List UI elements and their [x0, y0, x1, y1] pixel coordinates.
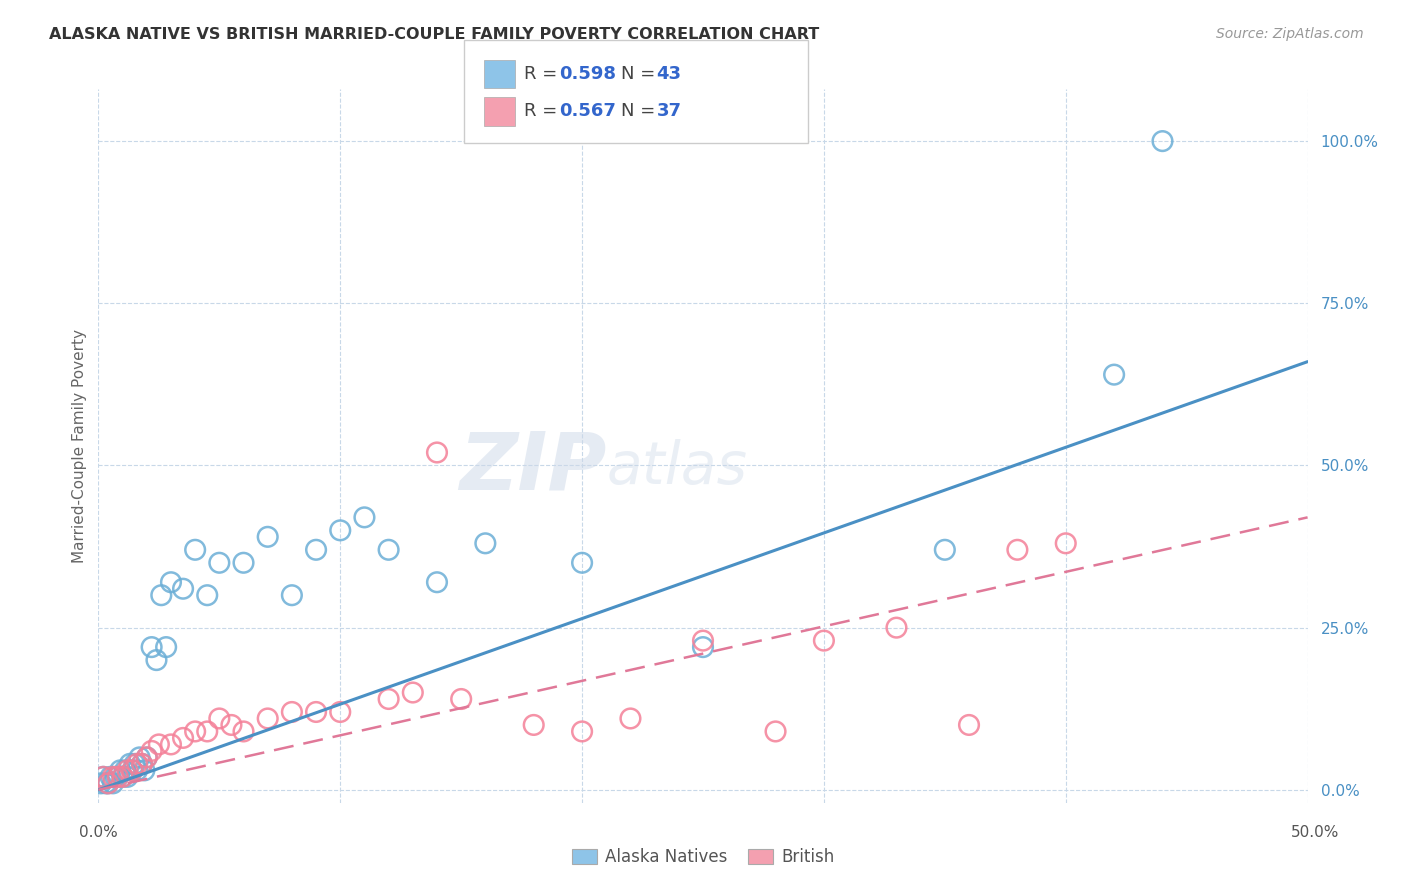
Text: 0.598: 0.598 — [560, 65, 617, 83]
Point — [141, 640, 163, 654]
Point — [160, 575, 183, 590]
Point — [184, 542, 207, 557]
Point — [329, 705, 352, 719]
Point — [114, 764, 136, 778]
Point — [128, 750, 150, 764]
Point — [135, 750, 157, 764]
Point — [141, 744, 163, 758]
Point — [118, 756, 141, 771]
Point — [91, 770, 114, 784]
Point — [160, 738, 183, 752]
Y-axis label: Married-Couple Family Poverty: Married-Couple Family Poverty — [72, 329, 87, 563]
Point — [426, 575, 449, 590]
Point — [377, 692, 399, 706]
Point — [329, 524, 352, 538]
Point — [131, 756, 153, 771]
Point — [256, 530, 278, 544]
Point — [172, 582, 194, 596]
Point — [232, 724, 254, 739]
Point — [155, 640, 177, 654]
Point — [571, 724, 593, 739]
Point — [619, 711, 641, 725]
Point — [104, 770, 127, 784]
Point — [134, 764, 156, 778]
Text: 0.567: 0.567 — [560, 103, 616, 120]
Point — [127, 764, 149, 778]
Point — [117, 770, 139, 784]
Point — [813, 633, 835, 648]
Point — [305, 542, 328, 557]
Point — [281, 588, 304, 602]
Point — [1102, 368, 1125, 382]
Point — [100, 770, 122, 784]
Point — [124, 756, 146, 771]
Text: 37: 37 — [657, 103, 682, 120]
Point — [121, 764, 143, 778]
Point — [1152, 134, 1174, 148]
Point — [107, 770, 129, 784]
Point — [523, 718, 546, 732]
Point — [111, 770, 134, 784]
Point — [111, 770, 134, 784]
Point — [692, 640, 714, 654]
Point — [145, 653, 167, 667]
Point — [195, 724, 218, 739]
Point — [692, 633, 714, 648]
Point — [353, 510, 375, 524]
Point — [108, 764, 131, 778]
Point — [101, 776, 124, 790]
Text: ALASKA NATIVE VS BRITISH MARRIED-COUPLE FAMILY POVERTY CORRELATION CHART: ALASKA NATIVE VS BRITISH MARRIED-COUPLE … — [49, 27, 820, 42]
Point — [232, 556, 254, 570]
Point — [765, 724, 787, 739]
Point — [148, 738, 170, 752]
Point — [934, 542, 956, 557]
Text: R =: R = — [524, 103, 564, 120]
Point — [135, 750, 157, 764]
Point — [208, 711, 231, 725]
Text: R =: R = — [524, 65, 564, 83]
Point — [281, 705, 304, 719]
Text: N =: N = — [621, 103, 661, 120]
Point — [184, 724, 207, 739]
Point — [90, 776, 112, 790]
Point — [426, 445, 449, 459]
Text: atlas: atlas — [606, 439, 747, 496]
Point — [221, 718, 243, 732]
Point — [127, 756, 149, 771]
Point — [172, 731, 194, 745]
Point — [97, 776, 120, 790]
Text: ZIP: ZIP — [458, 428, 606, 507]
Point — [450, 692, 472, 706]
Point — [571, 556, 593, 570]
Point — [1054, 536, 1077, 550]
Point — [94, 776, 117, 790]
Point — [131, 756, 153, 771]
Point — [121, 764, 143, 778]
Point — [91, 770, 114, 784]
Point — [150, 588, 173, 602]
Text: 50.0%: 50.0% — [1291, 825, 1339, 840]
Point — [195, 588, 218, 602]
Point — [474, 536, 496, 550]
Point — [256, 711, 278, 725]
Point — [886, 621, 908, 635]
Point — [957, 718, 980, 732]
Point — [402, 685, 425, 699]
Point — [97, 776, 120, 790]
Text: N =: N = — [621, 65, 661, 83]
Point — [117, 764, 139, 778]
Text: Source: ZipAtlas.com: Source: ZipAtlas.com — [1216, 27, 1364, 41]
Point — [101, 770, 124, 784]
Point — [305, 705, 328, 719]
Text: 43: 43 — [657, 65, 682, 83]
Point — [107, 770, 129, 784]
Point — [377, 542, 399, 557]
Point — [208, 556, 231, 570]
Point — [1007, 542, 1029, 557]
Text: 0.0%: 0.0% — [79, 825, 118, 840]
Legend: Alaska Natives, British: Alaska Natives, British — [565, 842, 841, 873]
